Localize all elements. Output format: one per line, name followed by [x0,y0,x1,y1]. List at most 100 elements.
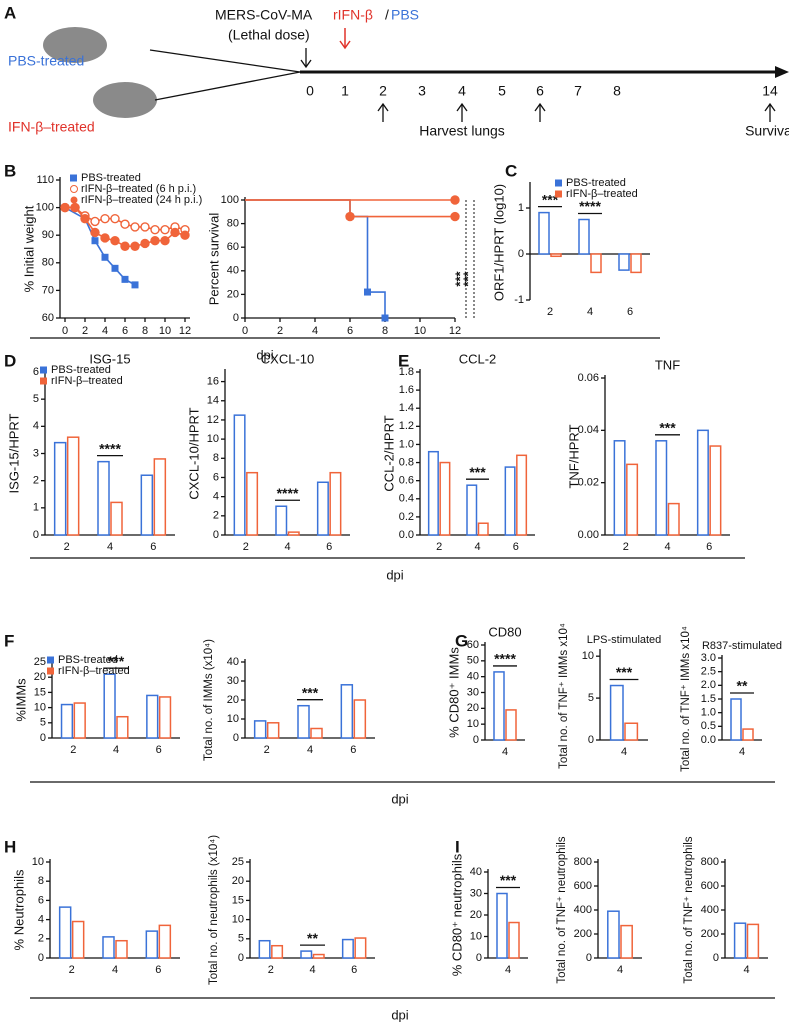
x-tick-label: 6 [326,541,332,553]
y-tick-label: 800 [574,856,592,868]
treatment: rIFN-β [333,7,373,23]
chart-title: ISG-15 [89,351,130,366]
marker [111,264,119,272]
significance: *** [616,664,633,680]
x-tick-label: 4 [739,746,745,758]
y-axis-label: Total no. of IMMs (x10⁴) [203,639,215,761]
x-tick-label: 2 [547,306,553,318]
x-tick-label: 0 [62,325,68,337]
y-tick-label: 14 [207,395,219,407]
dose: (Lethal dose) [228,27,310,43]
virus: MERS-CoV-MA [215,7,313,23]
bar [353,699,367,739]
bar [516,454,528,536]
significance: ** [307,930,318,946]
y-tick-label: 1 [33,502,39,514]
y-tick-label: 110 [36,174,54,186]
significance: **** [277,485,299,501]
y-tick-label: 15 [232,894,244,906]
bar [97,460,110,536]
y-tick-label: 2 [213,510,219,522]
x-tick-label: 4 [312,325,318,337]
bar [538,211,550,255]
panel-label: I [455,837,460,856]
x-tick-label: 2 [436,541,442,553]
bar [496,892,508,959]
y-tick-label: 20 [232,875,244,887]
control: PBS [391,7,419,23]
y-tick-label: 80 [42,257,54,269]
significance: **** [579,198,601,214]
y-tick-label: 0 [713,952,719,964]
y-tick-label: 1.8 [399,366,414,378]
x-tick-label: 6 [156,744,162,756]
marker [381,314,389,322]
panel-label: H [4,837,16,856]
x-tick-label: 4 [621,746,627,758]
bar [667,502,680,536]
marker [450,211,460,222]
connector [149,49,301,73]
timeline-label: 6 [536,83,544,99]
legend-marker [555,179,562,187]
y-tick-label: 3 [33,447,39,459]
y-tick-label: 20 [467,702,479,714]
chart-title: CXCL-10 [261,351,314,366]
significance: *** [452,270,467,286]
y-tick-label: 0.00 [578,529,599,541]
bar [115,939,128,959]
x-tick-label: 2 [268,964,274,976]
harvest-label: Harvest lungs [419,123,505,139]
bar [271,944,284,959]
slash: / [385,7,389,23]
bar [620,924,633,959]
x-tick-label: 4 [505,964,511,976]
marker [110,236,120,246]
y-tick-label: 1 [518,202,524,214]
bar [618,253,630,271]
y-tick-label: 6 [33,366,39,378]
y-tick-label: 60 [467,639,479,651]
bar [508,921,520,959]
y-tick-label: 200 [701,928,719,940]
bar [340,684,354,739]
arrow [764,102,776,112]
y-tick-label: 0 [238,952,244,964]
arrow [456,102,468,112]
bar [607,910,620,959]
x-tick-label: 2 [623,541,629,553]
mouse-icon [93,82,157,118]
y-tick-label: 50 [467,655,479,667]
marker [170,227,180,238]
y-tick-label: 0.02 [578,477,599,489]
marker [100,233,110,243]
y-tick-label: 60 [42,312,54,324]
bar [146,694,159,739]
x-tick-label: 2 [243,541,249,553]
y-tick-label: 5 [40,717,46,729]
x-tick-label: 4 [112,964,118,976]
marker [364,288,371,296]
marker [60,202,70,213]
bar [312,953,325,959]
significance: *** [659,420,676,436]
x-tick-label: 4 [743,964,749,976]
bar [110,501,123,536]
marker [101,253,109,261]
y-tick-label: 200 [574,928,592,940]
bar [341,938,354,959]
x-tick-label: 6 [351,964,357,976]
timeline-label: 3 [418,83,426,99]
y-tick-label: 30 [227,675,239,687]
bar [58,906,72,959]
legend-label: rIFN-β–treated (6 h p.i.) [81,183,196,195]
y-tick-label: 1.5 [701,693,716,705]
marker [121,275,129,283]
marker [90,227,100,238]
legend-label: rIFN-β–treated [58,665,130,677]
x-tick-label: 4 [107,541,113,553]
bar [158,924,172,959]
marker [150,224,160,235]
y-tick-label: 0.5 [701,720,716,732]
significance: ** [737,678,748,694]
